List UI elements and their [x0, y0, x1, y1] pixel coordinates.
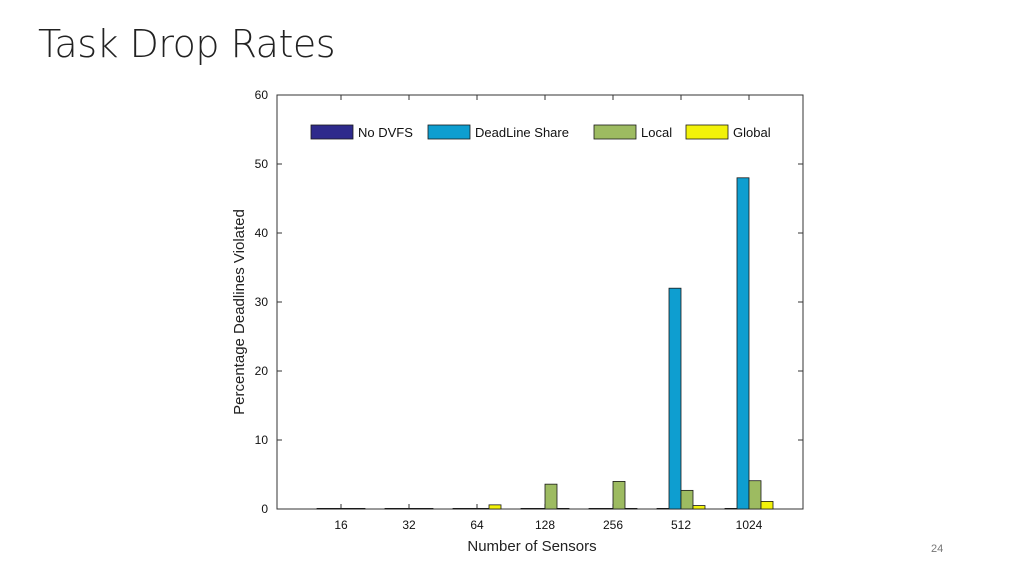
x-tick-label: 256: [603, 518, 623, 532]
bar-global-16: [352, 507, 366, 510]
legend-label-0: No DVFS: [358, 125, 413, 140]
bar-global-1024: [760, 501, 774, 510]
y-tick-label: 0: [261, 502, 268, 516]
y-tick-label: 20: [255, 364, 269, 378]
y-tick-label: 50: [255, 157, 269, 171]
bar-no-dvfs-512: [656, 507, 670, 510]
legend-swatch-2: [593, 124, 637, 140]
y-tick-label: 40: [255, 226, 269, 240]
bar-deadline-share-32: [396, 507, 410, 510]
bar-deadline-share-256: [600, 507, 614, 510]
bar-global-128: [556, 507, 570, 510]
legend-label-2: Local: [641, 125, 672, 140]
axes: 0 10 20 30 40 50 60 16 32 64 128 256 512 1024: [255, 88, 804, 532]
bar-deadline-share-128: [532, 507, 546, 510]
bar-deadline-share-16: [328, 507, 342, 510]
y-tick-label: 60: [255, 88, 269, 102]
x-axis-title: Number of Sensors: [467, 538, 596, 555]
bar-local-1024: [748, 480, 762, 510]
bar-local-32: [408, 507, 422, 510]
bar-local-64: [476, 507, 490, 510]
bar-global-32: [420, 507, 434, 510]
bar-local-512: [680, 489, 694, 510]
bar-no-dvfs-64: [452, 507, 466, 510]
x-tick-label: 64: [470, 518, 484, 532]
y-tick-label: 10: [255, 433, 269, 447]
plot-frame: [276, 94, 804, 510]
x-tick-label: 32: [402, 518, 416, 532]
legend-swatch-1: [427, 124, 471, 140]
legend-swatch-0: [310, 124, 354, 140]
bar-deadline-share-512: [668, 287, 682, 510]
bar-deadline-share-1024: [736, 177, 750, 510]
legend-swatch-3: [685, 124, 729, 140]
bar-local-16: [340, 507, 354, 510]
bar-global-256: [624, 507, 638, 510]
x-tick-label: 512: [671, 518, 691, 532]
bar-no-dvfs-1024: [724, 507, 738, 510]
x-tick-label: 16: [334, 518, 348, 532]
page-number: 24: [931, 543, 944, 555]
bars: [316, 177, 774, 510]
bar-local-256: [612, 480, 626, 510]
bar-global-512: [692, 505, 706, 510]
bar-local-128: [544, 483, 558, 510]
bar-global-64: [488, 504, 502, 510]
legend-label-1: DeadLine Share: [475, 125, 569, 140]
x-tick-label: 128: [535, 518, 555, 532]
y-axis-title: Percentage Deadlines Violated: [231, 209, 248, 415]
bar-no-dvfs-32: [384, 507, 398, 510]
x-tick-label: 1024: [736, 518, 763, 532]
legend-label-3: Global: [733, 125, 771, 140]
bar-no-dvfs-256: [588, 507, 602, 510]
bar-no-dvfs-16: [316, 507, 330, 510]
slide-title: Task Drop Rates: [38, 22, 336, 66]
bar-no-dvfs-128: [520, 507, 534, 510]
legend: No DVFS DeadLine Share Local Global: [310, 124, 771, 140]
bar-deadline-share-64: [464, 507, 478, 510]
y-tick-label: 30: [255, 295, 269, 309]
